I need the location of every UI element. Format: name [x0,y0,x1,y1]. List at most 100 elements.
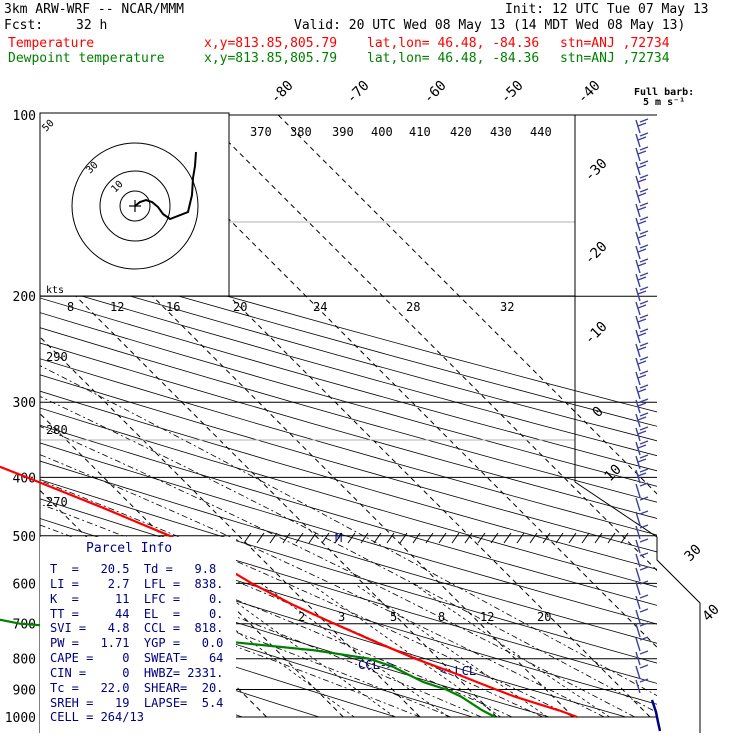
wind-barb [635,455,641,470]
wind-barb [635,469,641,484]
isotherm-label: -30 [582,156,611,185]
isotherm-label: 10 [602,462,625,485]
temperature-legend-label: Temperature [8,36,95,51]
level-tick [477,532,486,544]
isotherm-label: -40 [575,78,604,107]
theta-label: 270 [46,495,68,509]
wind-barb-flag [639,608,649,613]
wind-speed-tick: 12 [110,300,124,314]
wind-barb-flag [637,304,647,309]
wind-barb [635,343,641,358]
level-tick [425,532,434,544]
level-tick [555,532,564,544]
dry-adiabat [40,283,657,457]
parcel-row: PW = 1.71 YGP = 0.0 [50,636,223,650]
pressure-tick-label: 700 [13,618,36,633]
moist-adiabat [40,503,543,718]
level-tick [568,532,577,544]
wind-barb [635,203,641,218]
wind-barb [635,147,641,162]
mixing-ratio-label: 2 [298,610,305,624]
wind-barb [635,273,641,288]
wind-barb-flag [637,276,647,281]
wind-barb-flag [639,482,649,487]
wind-barb-flag [639,440,649,445]
pressure-tick-label: 500 [13,530,36,545]
init-time: Init: 12 UTC Tue 07 May 13 [505,2,709,17]
isotherm-line [201,114,657,572]
wind-barb [635,371,641,386]
dry-adiabat [40,312,657,487]
level-tick [243,532,252,544]
wind-barb [635,665,641,680]
wind-barb-flag [637,318,647,323]
wind-barb-flag [639,636,649,641]
wind-barb [635,161,641,176]
wind-barb-flag [639,342,649,347]
wind-barb [635,217,641,232]
pressure-tick-label: 300 [13,396,36,411]
dry-adiabat [40,498,657,684]
surface-wind-barb [650,699,662,732]
isotherm-line [277,114,657,495]
wind-barb-flag [637,150,647,155]
level-tick [256,532,265,544]
level-tick [503,532,512,544]
dry-adiabat [40,390,657,570]
level-tick [308,532,317,544]
level-tick [321,532,330,544]
mixing-ratio-line [412,583,610,718]
parcel-row: K = 11 LFC = 0. [50,592,223,606]
theta-label: 380 [290,125,312,139]
mixing-ratio-line [309,583,501,718]
wind-barb-flag [639,650,649,655]
isotherm-label: 30 [682,542,705,565]
wind-speed-tick: 20 [233,300,247,314]
isotherm-label: -20 [582,239,611,268]
isotherm-label: -80 [268,78,297,107]
fcst-label: Fcst: [4,18,44,33]
parcel-row: T = 20.5 Td = 9.8 [50,562,216,576]
theta-label: 390 [332,125,354,139]
wind-barb-flag [637,248,647,253]
isotherm-label: -60 [421,78,450,107]
moist-adiabat [40,480,574,718]
hodograph-inset: 10 30 50 kts [39,112,230,297]
wind-barb-flag [639,174,649,179]
wind-barb [635,623,641,638]
isotherm-label: -50 [498,78,527,107]
fcst-value: 32 h [76,18,108,33]
wind-barb [635,581,641,596]
dry-adiabat [40,255,657,427]
mixing-ratio-line [260,583,449,718]
isotherm-label: -70 [344,78,373,107]
frame-edge [574,481,701,733]
wind-barb-flag [639,146,649,151]
wind-barb-flag [639,566,649,571]
level-tick [334,532,343,544]
temperature-xy: x,y=813.85,805.79 [204,36,338,51]
wind-speed-tick: 8 [67,300,74,314]
wind-barb-flag [639,300,649,305]
pressure-tick-label: 100 [13,109,36,124]
dewpoint-latlon: lat,lon= 46.48, -84.36 [367,51,540,66]
moist-adiabat [40,365,657,697]
mixing-ratio-labels: 2 3 5 8 12 20 [298,610,551,624]
dry-adiabat [40,297,657,472]
wind-barb [635,189,641,204]
level-tick [581,532,590,544]
dry-adiabat [40,407,657,588]
pressure-tick-label: 900 [13,684,36,699]
level-tick [412,532,421,544]
isotherm-label: 40 [700,602,723,625]
wind-barb [635,413,641,428]
wind-barb-flag [637,206,647,211]
wind-barb [635,497,641,512]
wind-barb [635,567,641,582]
parcel-row: CIN = 0 HWBZ= 2331. [50,666,223,680]
level-tick [529,532,538,544]
level-tick [269,532,278,544]
wind-barb-flag [639,468,649,473]
wind-barb-flag [639,524,649,529]
wind-barb [635,483,641,498]
